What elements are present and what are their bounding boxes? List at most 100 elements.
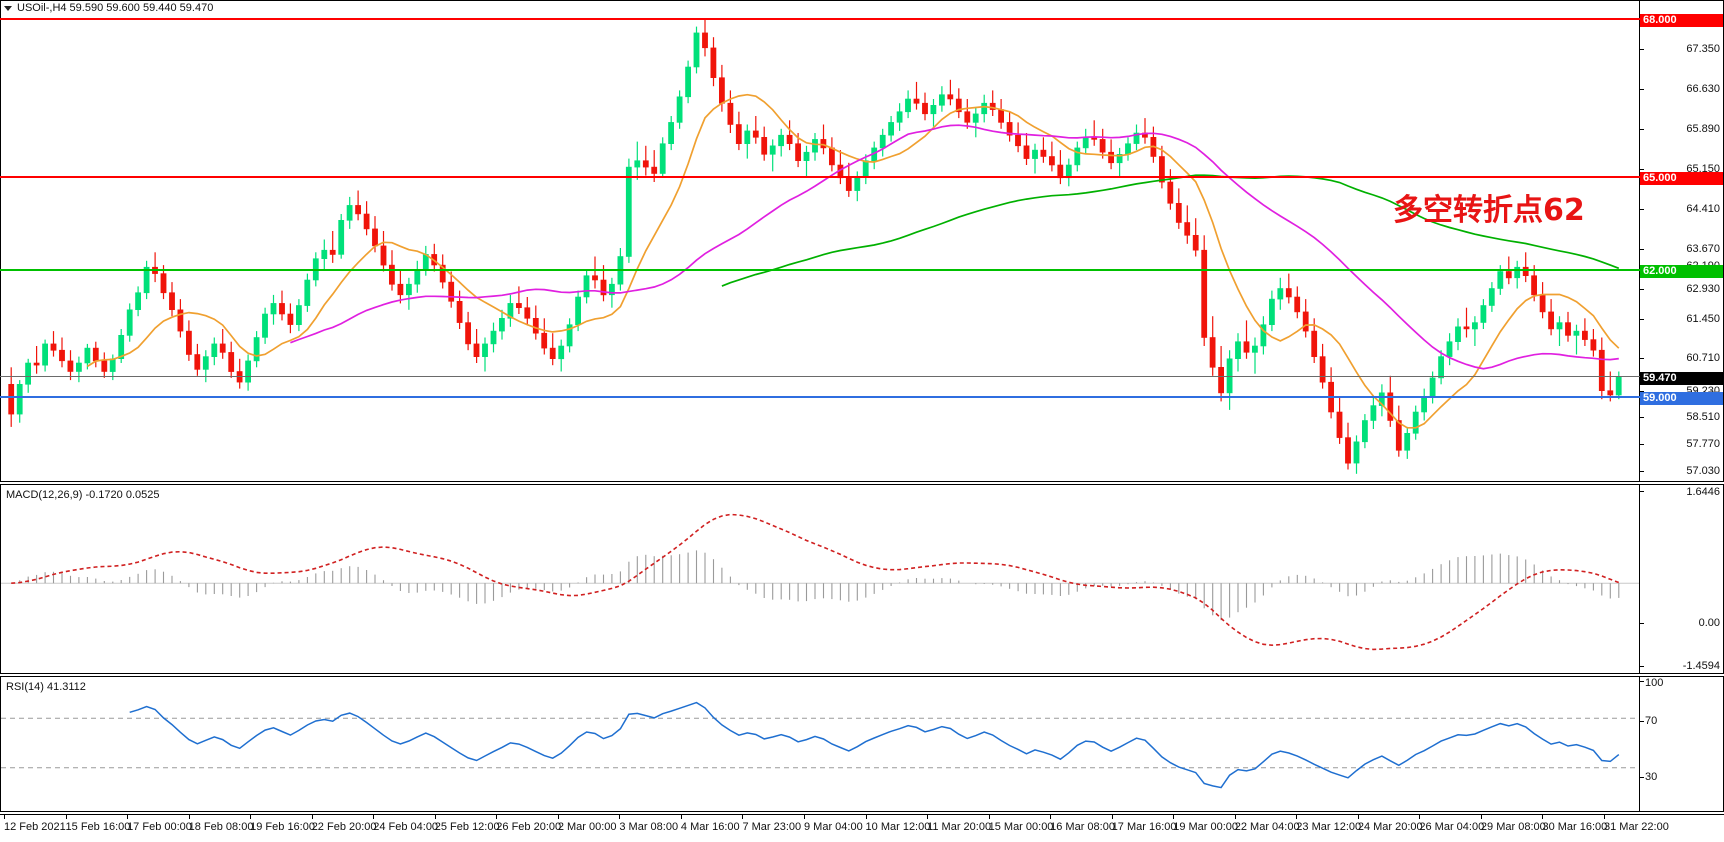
time-axis-label: 16 Mar 08:00 (1050, 821, 1115, 833)
time-axis-tick (1296, 815, 1298, 819)
rsi-canvas (1, 701, 1639, 789)
macd-tick: 0.00 (1698, 617, 1720, 629)
time-axis-label: 31 Mar 22:00 (1604, 821, 1669, 833)
time-axis-label: 17 Mar 16:00 (1111, 821, 1177, 833)
price-tick: 63.670 (1686, 243, 1720, 255)
time-axis-tick (1419, 815, 1421, 819)
rsi-line (129, 701, 1620, 789)
macd-canvas (1, 513, 1639, 651)
price-tick: 61.450 (1686, 313, 1720, 325)
time-axis-label: 23 Mar 12:00 (1296, 821, 1362, 833)
support-line-59 (0, 396, 1640, 398)
annotation-text: 多空转折点62 (1393, 193, 1585, 228)
rsi-tick: 30 (1645, 771, 1658, 783)
pivot-line-62 (0, 269, 1640, 271)
time-axis-label: 11 Mar 20:00 (927, 821, 992, 833)
time-axis[interactable]: 12 Feb 2021 15 Feb 16:00 17 Feb 00:00 18 Fe… (0, 814, 1724, 842)
rsi-tick: 100 (1645, 677, 1664, 689)
time-axis-tick (65, 815, 67, 819)
price-label-resistance-65: 65.000 (1640, 172, 1723, 185)
price-tick: 66.630 (1686, 83, 1720, 95)
macd-axis[interactable]: 1.6446 0.00 -1.4594 (1640, 484, 1724, 674)
time-axis-tick (1357, 815, 1359, 819)
rsi-axis[interactable]: 100 70 30 (1640, 676, 1724, 812)
time-axis-label: 30 Mar 16:00 (1542, 821, 1608, 833)
chevron-down-icon[interactable] (4, 5, 12, 11)
time-axis-label: 12 Feb 2021 (4, 821, 66, 833)
time-axis-tick (434, 815, 436, 819)
ma-mid-line (290, 124, 1619, 370)
resistance-line-65 (0, 176, 1640, 178)
time-axis-tick (988, 815, 990, 819)
time-axis-label: 24 Feb 04:00 (373, 821, 439, 833)
time-axis-tick (1111, 815, 1113, 819)
time-axis-tick (496, 815, 498, 819)
price-tick: 57.770 (1686, 438, 1720, 450)
time-axis-label: 17 Feb 00:00 (127, 821, 192, 833)
current-price-line (0, 376, 1640, 377)
price-tick: 65.890 (1686, 123, 1720, 135)
time-axis-tick (865, 815, 867, 819)
price-tick: 58.510 (1686, 411, 1720, 423)
price-tick: 60.710 (1686, 352, 1720, 364)
time-axis-tick (373, 815, 375, 819)
time-axis-tick (188, 815, 190, 819)
time-axis-tick (1542, 815, 1544, 819)
resistance-line-68 (0, 18, 1640, 20)
rsi-label: RSI(14) 41.3112 (6, 681, 86, 693)
time-axis-label: 22 Feb 20:00 (311, 821, 377, 833)
price-label-resistance-68: 68.000 (1640, 14, 1723, 27)
time-axis-tick (311, 815, 313, 819)
price-tick: 57.030 (1686, 465, 1720, 477)
time-axis-tick (1234, 815, 1236, 819)
time-axis-label: 10 Mar 12:00 (865, 821, 931, 833)
time-axis-label: 26 Feb 20:00 (496, 821, 562, 833)
price-axis[interactable]: 67.350 66.630 65.890 65.150 64.410 63.67… (1640, 0, 1724, 482)
time-axis-label: 18 Feb 08:00 (188, 821, 254, 833)
ma-fast-line (86, 93, 1620, 429)
price-chart-panel[interactable] (0, 0, 1640, 482)
time-axis-label: 25 Feb 12:00 (434, 821, 500, 833)
time-axis-label: 15 Feb 16:00 (65, 821, 131, 833)
rsi-indicator-panel[interactable] (0, 676, 1640, 812)
time-axis-label: 7 Mar 23:00 (742, 821, 802, 833)
time-axis-label: 4 Mar 16:00 (680, 821, 740, 833)
time-axis-label: 26 Mar 04:00 (1419, 821, 1485, 833)
price-tick: 64.410 (1686, 203, 1720, 215)
time-axis-label: 29 Mar 08:00 (1480, 821, 1546, 833)
rsi-tick: 70 (1645, 715, 1658, 727)
time-axis-tick (1050, 815, 1052, 819)
price-label-current: 59.470 (1640, 372, 1723, 385)
time-axis-tick (742, 815, 744, 819)
candlestick-series (8, 18, 1622, 474)
macd-histogram (19, 550, 1620, 621)
time-axis-label: 9 Mar 04:00 (804, 821, 863, 833)
time-axis-tick (127, 815, 129, 819)
time-axis-label: 24 Mar 20:00 (1357, 821, 1423, 833)
price-chart-canvas (8, 18, 1622, 474)
time-axis-tick (1480, 815, 1482, 819)
time-axis-label: 19 Feb 16:00 (250, 821, 315, 833)
time-axis-tick (804, 815, 805, 819)
macd-tick: -1.4594 (1682, 660, 1720, 672)
macd-tick: 1.6446 (1686, 486, 1720, 498)
time-axis-tick (927, 815, 929, 819)
symbol-timeframe-ohlc: USOil-,H4 59.590 59.600 59.440 59.470 (17, 2, 214, 14)
macd-signal-line (11, 513, 1620, 651)
time-axis-tick (1173, 815, 1175, 819)
ma-slow-line (721, 174, 1620, 287)
time-axis-label: 22 Mar 04:00 (1234, 821, 1300, 833)
time-axis-tick (250, 815, 252, 819)
time-axis-label: 3 Mar 08:00 (619, 821, 679, 833)
macd-indicator-panel[interactable] (0, 484, 1640, 674)
time-axis-label: 2 Mar 00:00 (557, 821, 617, 833)
price-label-pivot-62: 62.000 (1640, 265, 1723, 278)
chart-header: USOil-,H4 59.590 59.600 59.440 59.470 (4, 1, 213, 15)
time-axis-label: 19 Mar 00:00 (1173, 821, 1239, 833)
time-axis-label: 15 Mar 00:00 (988, 821, 1054, 833)
time-axis-tick (557, 815, 559, 819)
time-axis-tick (4, 815, 5, 819)
price-tick: 62.930 (1686, 283, 1720, 295)
price-tick: 67.350 (1686, 43, 1720, 55)
